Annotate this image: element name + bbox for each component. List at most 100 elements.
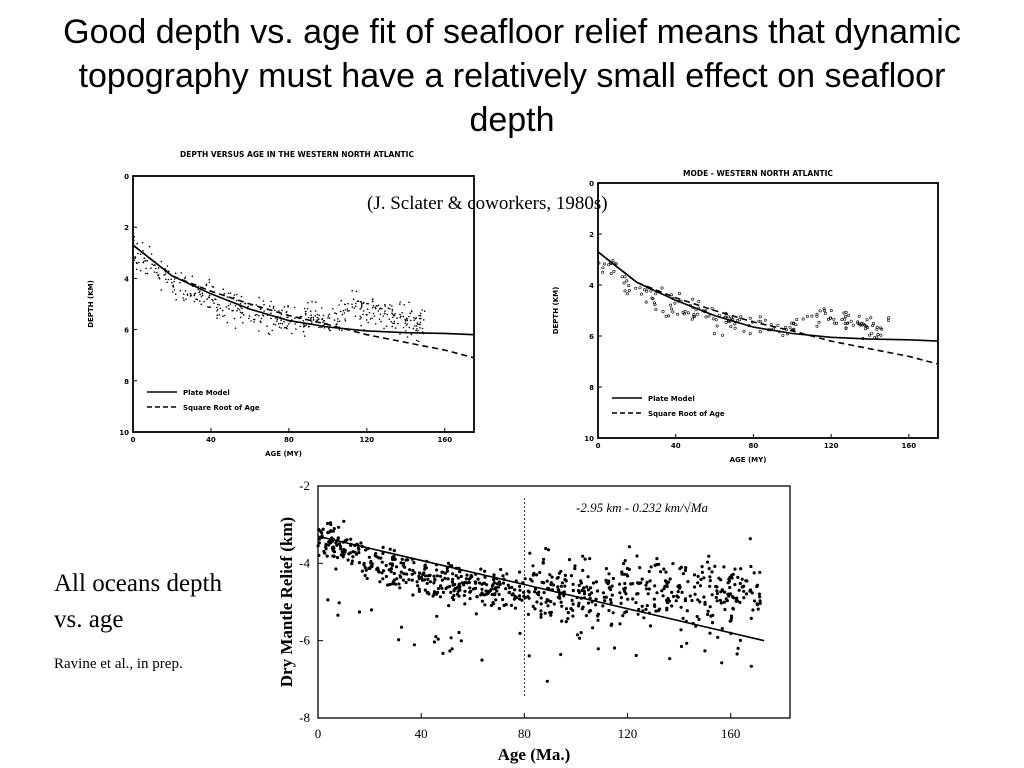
data-point [493,592,497,596]
data-point [310,316,313,319]
data-point [665,584,669,589]
data-point [394,327,397,329]
data-point [411,593,415,597]
data-point [583,557,587,561]
data-point [387,307,390,310]
data-point [494,598,498,602]
data-point [749,616,753,621]
data-point [449,590,453,595]
data-point [359,318,361,320]
data-point [801,317,805,321]
data-point [720,661,724,665]
data-point [843,314,847,318]
data-point [526,595,530,599]
y-tick-label: 2 [589,231,594,239]
data-point [609,601,613,605]
data-point [168,270,170,273]
data-point [645,604,649,608]
data-point [504,587,508,591]
data-point [342,519,346,523]
data-point [697,617,701,622]
data-point [865,318,869,322]
data-point [311,300,313,303]
data-point [336,536,340,540]
data-point [493,587,497,591]
data-point [268,305,271,308]
data-point [337,318,339,320]
data-point [715,591,720,596]
data-point [720,627,724,631]
data-point [671,562,675,566]
data-point [335,543,339,547]
data-point [518,588,522,592]
data-point [244,302,246,305]
data-point [388,582,392,587]
data-point [357,610,362,614]
data-point [373,315,376,317]
y-tick-label: -4 [299,555,310,570]
data-point [588,608,593,613]
data-point [566,611,570,615]
data-point [455,586,459,590]
data-point [384,310,386,312]
data-point [719,578,723,582]
data-point [663,584,667,588]
data-point [440,578,444,582]
data-point [206,298,208,300]
data-point [309,310,312,313]
data-point [703,649,707,653]
data-point [677,586,682,590]
data-point [607,263,611,267]
data-point [173,278,176,280]
scatter-points-1 [597,259,891,340]
data-point [317,537,322,541]
data-point [410,319,412,322]
data-point [332,307,334,310]
fit-line [317,535,765,642]
data-point [256,313,258,316]
data-point [150,267,152,269]
data-point [483,603,487,607]
data-point [395,577,399,581]
data-point [673,301,677,305]
data-point [241,312,243,315]
data-point [405,572,409,576]
data-point [742,589,746,593]
data-point [758,315,762,319]
data-point [880,327,884,331]
data-point [368,311,371,314]
data-point [166,281,169,284]
data-point [492,602,496,606]
data-point [239,302,242,305]
data-point [357,300,360,303]
data-point [625,279,629,283]
data-point [696,581,700,585]
data-point [340,550,344,554]
data-point [393,320,396,323]
data-point [143,260,145,263]
data-point [228,308,230,310]
data-point [337,525,341,529]
data-point [184,277,186,280]
data-point [618,582,622,586]
data-point [448,584,452,589]
data-point [840,317,844,321]
data-point [396,317,398,319]
data-point [423,588,427,592]
data-point [483,569,487,573]
x-tick-label: 40 [206,436,216,444]
data-point [612,646,617,650]
scatter-points-2 [316,519,762,683]
data-point [334,567,338,571]
data-point [789,321,793,325]
y-tick-label: 10 [584,435,594,443]
data-point [549,613,553,617]
data-point [233,317,236,320]
data-point [501,597,505,602]
data-point [404,320,407,322]
data-point [857,314,861,318]
data-point [203,300,205,303]
data-point [201,292,204,295]
data-point [173,280,175,283]
data-point [338,329,341,331]
